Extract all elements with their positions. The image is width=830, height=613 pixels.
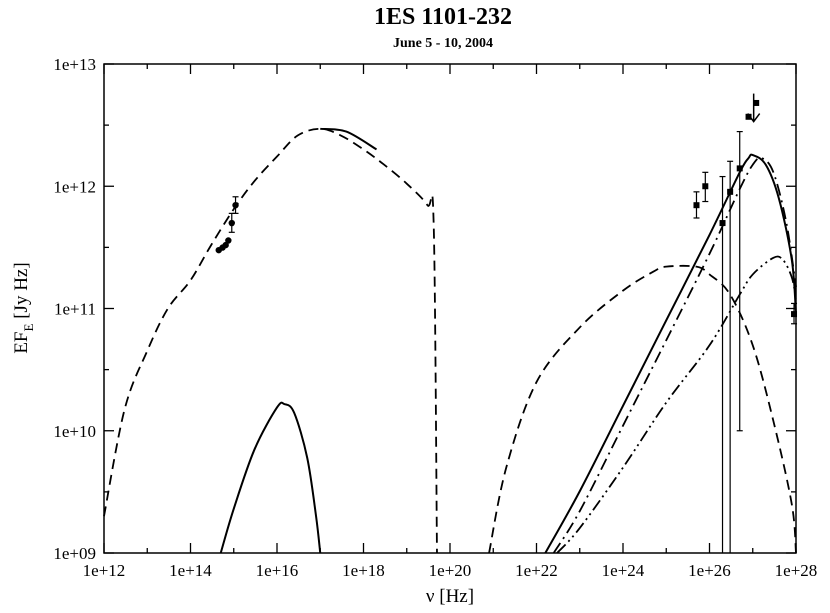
x-tick-label: 1e+16 [256,561,299,580]
data-point-square [736,165,743,172]
data-point-square [745,113,752,120]
series-curve-dashed [103,127,438,554]
y-tick-label: 1e+10 [53,422,96,441]
data-point-circle [228,219,235,227]
data-point-square [702,183,709,190]
y-axis-label: EFE [Jy Hz] [11,262,36,353]
series-layer [103,127,797,554]
x-tick-label: 1e+26 [688,561,731,580]
y-tick-label: 1e+09 [53,544,96,563]
data-point-square [693,202,700,209]
upper-limit-arrow-head [747,113,761,123]
series-curve-solid [219,401,322,554]
series-curve-dashed [488,264,797,554]
data-point-square [727,188,734,195]
y-axis-label-main: EF [11,331,32,353]
y-axis-label-sub: E [21,323,36,331]
data-point-circle [232,201,239,209]
y-tick-label: 1e+11 [54,300,96,319]
x-tick-label: 1e+18 [342,561,385,580]
data-point-square [753,99,760,106]
chart-subtitle: June 5 - 10, 2004 [393,36,493,51]
x-tick-label: 1e+22 [515,561,558,580]
data-point-square [719,220,726,227]
chart-title: 1ES 1101-232 [374,4,512,30]
y-tick-label: 1e+13 [53,55,96,74]
y-tick-label: 1e+12 [53,177,96,196]
y-axis-label-unit: [Jy Hz] [11,262,32,323]
data-point-circle [222,241,229,249]
x-tick-label: 1e+24 [602,561,645,580]
series-curve-solid [544,153,797,554]
data-point-circle [225,237,232,244]
x-tick-label: 1e+14 [169,561,212,580]
x-tick-label: 1e+12 [83,561,126,580]
data-point-square [791,311,798,318]
plot-frame [103,63,797,554]
axis-ticks: 1e+12 1e+14 1e+16 1e+18 1e+20 1e+22 1e+24 1e+26… [53,55,817,580]
x-axis-label: ν [Hz] [426,586,474,607]
series-curve-dashdotdot [556,255,797,554]
series-curve-dashdot [552,156,797,554]
series-curve-solid [320,127,378,151]
x-tick-label: 1e+28 [775,561,818,580]
x-tick-label: 1e+20 [429,561,472,580]
points-layer [215,93,798,553]
